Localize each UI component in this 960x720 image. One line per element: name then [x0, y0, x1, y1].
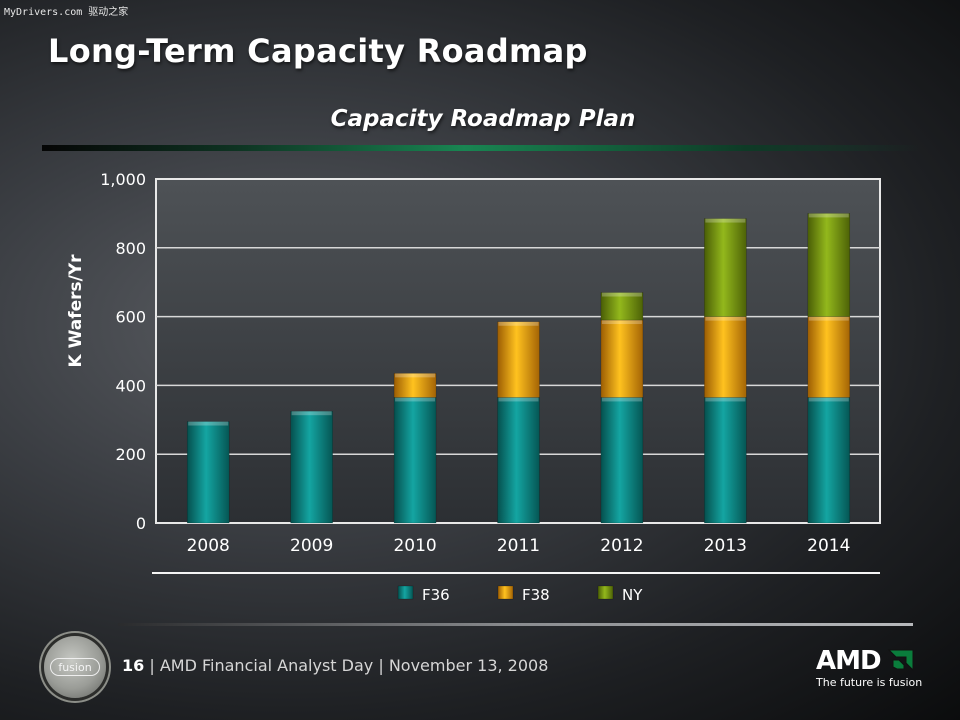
bar-f36-2012 [600, 397, 644, 524]
bar-f36-2010 [393, 397, 437, 524]
x-tick-label: 2013 [704, 536, 747, 556]
bar-highlight [188, 421, 229, 426]
bar-f36-2014 [807, 397, 851, 524]
legend-label-ny: NY [622, 586, 643, 604]
bar-highlight [291, 411, 332, 416]
bar-highlight [705, 397, 746, 402]
bar-highlight [808, 316, 849, 321]
bar-highlight [395, 373, 436, 378]
amd-arrow-icon [887, 649, 914, 671]
legend-swatch-ny [597, 585, 614, 600]
x-tick-label: 2010 [393, 536, 436, 556]
y-axis-label: K Wafers/Yr [66, 254, 86, 368]
amd-tagline: The future is fusion [816, 676, 923, 689]
bar-highlight [808, 397, 849, 402]
bar-ny-2013 [704, 218, 747, 317]
slide-title: Long-Term Capacity Roadmap [48, 32, 588, 70]
legend-label-f36: F36 [422, 586, 450, 604]
watermark: MyDrivers.com 驱动之家 [4, 7, 129, 18]
title-divider [42, 145, 922, 151]
fusion-logo: fusion [44, 636, 106, 698]
page-number: 16 [122, 656, 145, 675]
footer-separator: | [149, 656, 155, 675]
amd-logo: AMD [816, 646, 882, 676]
footer-date: November 13, 2008 [388, 656, 549, 675]
bar-highlight [808, 213, 849, 218]
x-tick-label: 2009 [290, 536, 333, 556]
legend-swatch-f36 [397, 585, 414, 600]
footer-separator: | [378, 656, 384, 675]
bar-highlight [395, 397, 436, 402]
bar-highlight [498, 397, 539, 402]
bar-f36-2011 [497, 397, 540, 524]
bar-f36-2013 [704, 397, 747, 524]
y-tick-label: 800 [115, 239, 146, 258]
x-tick-label: 2014 [807, 536, 850, 556]
bar-highlight [601, 292, 642, 297]
y-tick-label: 600 [115, 308, 146, 327]
bar-highlight [601, 320, 642, 325]
bar-highlight [498, 321, 539, 326]
footer-event: AMD Financial Analyst Day [159, 656, 374, 675]
y-tick-label: 1,000 [100, 170, 146, 189]
bar-f36-2009 [290, 410, 333, 524]
legend-label-f38: F38 [522, 586, 550, 604]
bar-f38-2012 [600, 319, 644, 398]
footer-divider [118, 623, 913, 626]
x-tick-label: 2012 [600, 536, 643, 556]
x-tick-label: 2008 [187, 536, 230, 556]
y-tick-label: 0 [136, 514, 146, 533]
legend-divider [152, 572, 880, 574]
x-tick-label: 2011 [497, 536, 540, 556]
bar-highlight [705, 218, 746, 223]
bar-highlight [601, 397, 642, 402]
bar-highlight [705, 316, 746, 321]
bar-f38-2011 [497, 321, 540, 398]
bar-f38-2013 [704, 316, 747, 398]
legend-swatch-f38 [497, 585, 514, 600]
bar-ny-2012 [600, 292, 644, 321]
slide-footer: 16 | AMD Financial Analyst Day | Novembe… [122, 656, 548, 675]
fusion-logo-label: fusion [50, 658, 100, 676]
bar-f38-2014 [807, 316, 851, 398]
y-tick-label: 200 [115, 445, 146, 464]
y-tick-label: 400 [115, 376, 146, 395]
bar-ny-2014 [807, 213, 851, 317]
bar-f36-2008 [186, 421, 230, 524]
chart-title: Capacity Roadmap Plan [330, 106, 636, 132]
bar-f38-2010 [393, 373, 437, 398]
